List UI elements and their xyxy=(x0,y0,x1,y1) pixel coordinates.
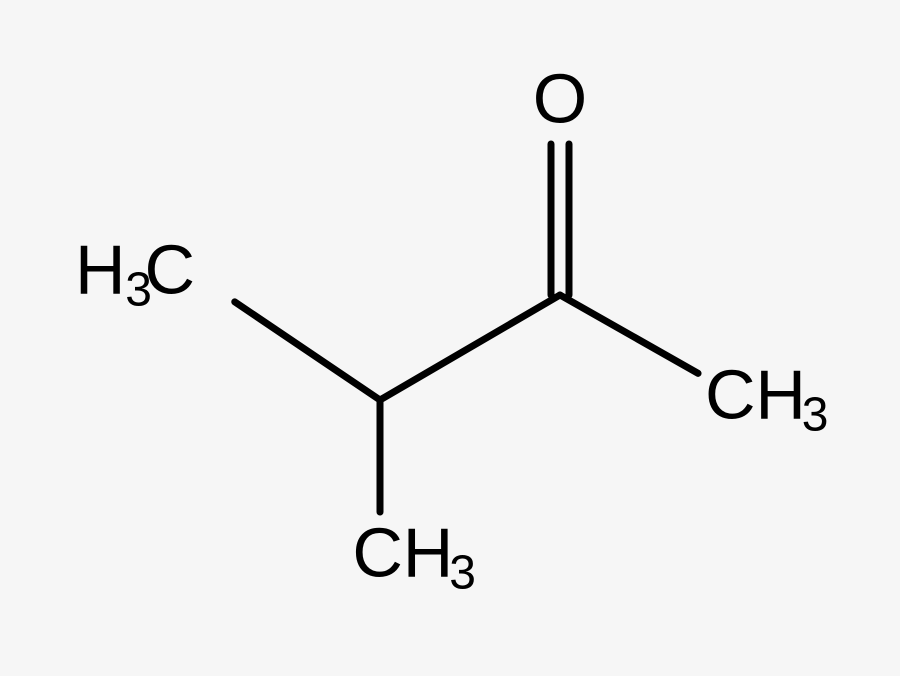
atom-label: H xyxy=(75,230,126,308)
atom-label: 3 xyxy=(449,547,476,600)
atom-label: 3 xyxy=(802,389,829,442)
atom-label: H xyxy=(403,513,454,591)
atom-label: 3 xyxy=(125,264,152,317)
atom-label: C xyxy=(352,513,403,591)
atom-label: C xyxy=(705,355,756,433)
atom-label: C xyxy=(144,230,195,308)
atom-label: H xyxy=(755,355,806,433)
molecule-diagram: OC3HCH3CH3 xyxy=(0,0,900,676)
atom-label: O xyxy=(533,59,587,137)
